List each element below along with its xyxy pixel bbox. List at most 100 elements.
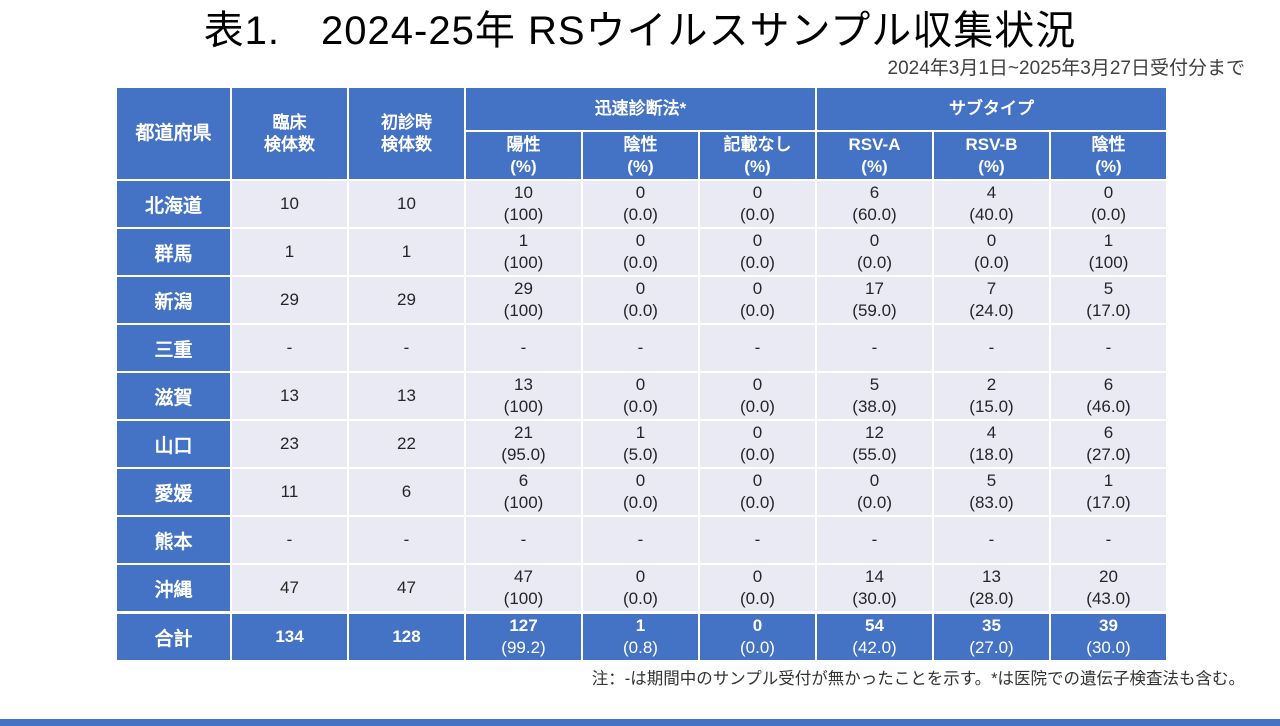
- data-cell: 13: [347, 371, 466, 421]
- data-cell: 54 (42.0): [815, 611, 935, 662]
- data-cell: 17 (59.0): [815, 275, 935, 325]
- data-cell: 0 (0.0): [815, 467, 935, 517]
- data-cell: -: [932, 515, 1052, 565]
- data-cell: 127 (99.2): [464, 611, 583, 662]
- data-cell: -: [932, 323, 1052, 373]
- data-cell: -: [230, 515, 349, 565]
- header-subtype-rsv-a: RSV-A (%): [815, 130, 935, 181]
- table-row: 山口 23 22 21 (95.0) 1 (5.0) 0 (0.0) 12 (55.0) 4 (18.0…: [115, 419, 1169, 469]
- data-cell: 10: [230, 179, 349, 229]
- data-cell: 0 (0.0): [697, 611, 818, 662]
- prefecture-cell: 三重: [115, 323, 232, 373]
- header-subtype-rsv-b: RSV-B (%): [932, 130, 1052, 181]
- data-cell: 4 (18.0): [932, 419, 1052, 469]
- data-cell: -: [464, 323, 583, 373]
- prefecture-cell: 北海道: [115, 179, 232, 229]
- total-label-cell: 合計: [115, 611, 232, 662]
- table-row: 北海道 10 10 10 (100) 0 (0.0) 0 (0.0) 6 (60.0) 4 (40.0)…: [115, 179, 1169, 229]
- data-cell: 6 (100): [464, 467, 583, 517]
- data-cell: 23: [230, 419, 349, 469]
- table-row: 新潟 29 29 29 (100) 0 (0.0) 0 (0.0) 17 (59.0) 7 (24.0)…: [115, 275, 1169, 325]
- data-cell: 0 (0.0): [581, 179, 700, 229]
- data-cell: 47: [230, 563, 349, 614]
- data-cell: -: [464, 515, 583, 565]
- data-cell: 13 (100): [464, 371, 583, 421]
- data-cell: 128: [347, 611, 466, 662]
- data-cell: 6 (60.0): [815, 179, 935, 229]
- rsv-sample-table: 都道府県 臨床 検体数 初診時 検体数 迅速診断法* サブタイプ 陽性 (%) …: [115, 86, 1169, 662]
- data-cell: 6: [347, 467, 466, 517]
- data-cell: 10 (100): [464, 179, 583, 229]
- table-body: 北海道 10 10 10 (100) 0 (0.0) 0 (0.0) 6 (60.0) 4 (40.0)…: [115, 179, 1169, 662]
- data-cell: 35 (27.0): [932, 611, 1052, 662]
- data-cell: 10: [347, 179, 466, 229]
- header-subtype-group: サブタイプ: [815, 86, 1169, 132]
- data-cell: 0 (0.0): [581, 227, 700, 277]
- header-rapid-notstated: 記載なし (%): [697, 130, 818, 181]
- data-cell: 0 (0.0): [581, 371, 700, 421]
- header-rapid-test-group: 迅速診断法*: [463, 86, 818, 132]
- data-cell: 134: [230, 611, 349, 662]
- data-cell: -: [581, 323, 700, 373]
- prefecture-cell: 滋賀: [115, 371, 232, 421]
- header-row-sub: 陽性 (%) 陰性 (%) 記載なし (%) RSV-A (%) RSV-B (…: [116, 130, 1169, 181]
- table-row: 滋賀 13 13 13 (100) 0 (0.0) 0 (0.0) 5 (38.0) 2 (15.0) 6…: [115, 371, 1169, 421]
- data-cell: 0 (0.0): [697, 563, 818, 614]
- table-row: 群馬 1 1 1 (100) 0 (0.0) 0 (0.0) 0 (0.0) 0 (0.0) 1 (100): [115, 227, 1169, 277]
- data-cell: -: [1049, 323, 1169, 373]
- header-clinical-count: 臨床 検体数: [230, 86, 349, 181]
- data-cell: 47 (100): [464, 563, 583, 614]
- data-cell: 0 (0.0): [697, 275, 818, 325]
- data-cell: 5 (38.0): [815, 371, 935, 421]
- page-title: 表1. 2024-25年 RSウイルスサンプル収集状況: [203, 9, 1077, 53]
- data-cell: 0 (0.0): [697, 179, 818, 229]
- data-cell: -: [1049, 515, 1169, 565]
- data-cell: 0 (0.0): [697, 419, 818, 469]
- data-cell: -: [581, 515, 700, 565]
- data-cell: 29: [347, 275, 466, 325]
- footnote: 注：-は期間中のサンプル受付が無かったことを示す。*は医院での遺伝子検査法も含む…: [591, 670, 1245, 688]
- total-row: 合計 134 128 127 (99.2) 1 (0.8) 0 (0.0) 54 (42.0) 35(…: [115, 611, 1169, 662]
- data-cell: 1: [347, 227, 466, 277]
- data-cell: 0 (0.0): [815, 227, 935, 277]
- data-cell: 0 (0.0): [697, 227, 818, 277]
- data-cell: 4 (40.0): [932, 179, 1052, 229]
- prefecture-cell: 沖縄: [115, 563, 232, 614]
- data-cell: 14 (30.0): [815, 563, 935, 614]
- prefecture-cell: 愛媛: [115, 467, 232, 517]
- data-cell: 0 (0.0): [1049, 179, 1169, 229]
- data-cell: 1 (100): [464, 227, 583, 277]
- data-cell: 1 (100): [1049, 227, 1169, 277]
- bottom-accent-bar: [0, 719, 1280, 726]
- data-cell: 7 (24.0): [932, 275, 1052, 325]
- data-cell: 5 (83.0): [932, 467, 1052, 517]
- prefecture-cell: 熊本: [115, 515, 232, 565]
- data-cell: 29: [230, 275, 349, 325]
- table-row: 三重 - - - - - - - -: [115, 323, 1169, 373]
- data-cell: 21 (95.0): [464, 419, 583, 469]
- data-cell: -: [347, 323, 466, 373]
- table-row: 愛媛 11 6 6 (100) 0 (0.0) 0 (0.0) 0 (0.0) 5 (83.0) 1 (17…: [115, 467, 1169, 517]
- data-cell: -: [347, 515, 466, 565]
- header-rapid-negative: 陰性 (%): [581, 130, 700, 181]
- data-cell: 13: [230, 371, 349, 421]
- header-rapid-positive: 陽性 (%): [464, 130, 583, 181]
- data-cell: 20 (43.0): [1049, 563, 1169, 614]
- data-cell: 11: [230, 467, 349, 517]
- data-cell: 22: [347, 419, 466, 469]
- data-cell: 39 (30.0): [1049, 611, 1169, 662]
- data-cell: 1 (5.0): [581, 419, 700, 469]
- data-cell: 2 (15.0): [932, 371, 1052, 421]
- data-cell: -: [230, 323, 349, 373]
- data-cell: 0 (0.0): [581, 563, 700, 614]
- header-first-visit-count: 初診時 検体数: [347, 86, 466, 181]
- data-cell: 0 (0.0): [697, 467, 818, 517]
- data-cell: 6 (27.0): [1049, 419, 1169, 469]
- data-cell: 0 (0.0): [581, 275, 700, 325]
- data-cell: -: [697, 323, 818, 373]
- table-row: 熊本 - - - - - - - -: [115, 515, 1169, 565]
- data-cell: 12 (55.0): [815, 419, 935, 469]
- data-cell: 5 (17.0): [1049, 275, 1169, 325]
- data-cell: -: [697, 515, 818, 565]
- data-cell: 0 (0.0): [581, 467, 700, 517]
